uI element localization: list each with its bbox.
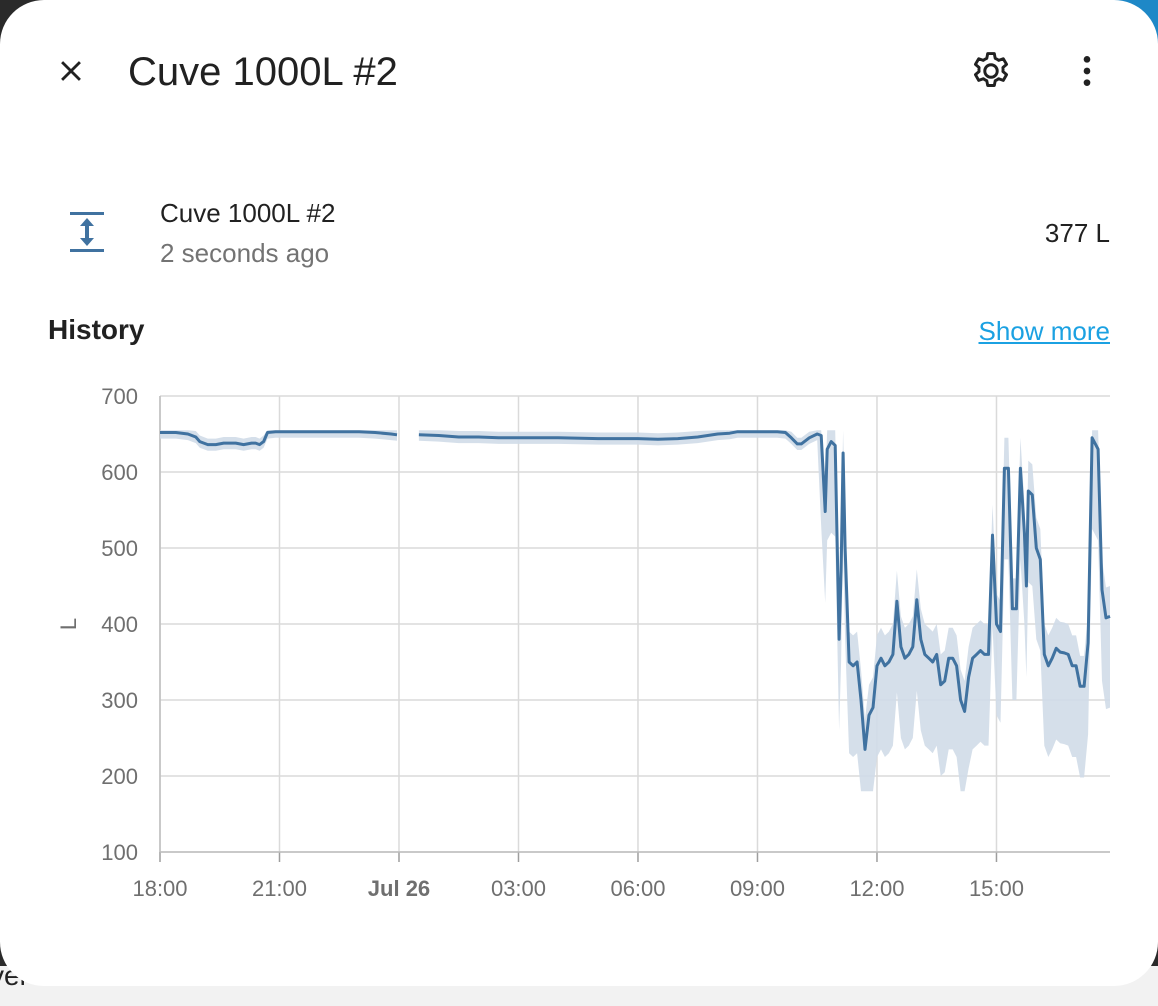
chart-series xyxy=(160,430,1111,751)
show-more-link[interactable]: Show more xyxy=(978,316,1111,346)
y-tick-label: 700 xyxy=(101,384,138,409)
y-tick-label: 100 xyxy=(101,840,138,865)
y-tick-label: 600 xyxy=(101,460,138,485)
x-tick-label: Jul 26 xyxy=(368,876,430,901)
x-tick-label: 12:00 xyxy=(849,876,904,901)
gear-icon xyxy=(973,52,1009,87)
x-tick-label: 06:00 xyxy=(610,876,665,901)
y-axis-ticks: 100 200 300 400 500 600 700 xyxy=(101,384,138,865)
y-tick-label: 200 xyxy=(101,764,138,789)
history-chart[interactable]: 100 200 300 400 500 600 700 18:00 21:00 Jul 26 03… xyxy=(0,380,1158,920)
chart-minmax-band xyxy=(160,430,1110,792)
gauge-vertical-icon xyxy=(70,212,104,252)
x-tick-label: 09:00 xyxy=(730,876,785,901)
x-tick-label: 21:00 xyxy=(252,876,307,901)
y-axis-label: L xyxy=(56,618,81,630)
close-button[interactable] xyxy=(46,46,96,96)
y-tick-label: 500 xyxy=(101,536,138,561)
x-tick-label: 18:00 xyxy=(132,876,187,901)
entity-last-changed: 2 seconds ago xyxy=(160,238,330,268)
entity-row[interactable]: Cuve 1000L #2 2 seconds ago 377 L xyxy=(0,190,1158,280)
history-title: History xyxy=(48,314,145,345)
series-line xyxy=(418,430,1111,751)
chart-grid xyxy=(159,395,1110,862)
y-tick-label: 300 xyxy=(101,688,138,713)
dots-vertical-icon xyxy=(1083,56,1091,86)
minmax-band xyxy=(418,430,1110,792)
x-tick-label: 15:00 xyxy=(969,876,1024,901)
x-tick-label: 03:00 xyxy=(491,876,546,901)
more-options-button[interactable] xyxy=(1062,46,1112,96)
minmax-band xyxy=(160,430,397,451)
x-axis-ticks: 18:00 21:00 Jul 26 03:00 06:00 09:00 12:00 15:0… xyxy=(132,876,1024,901)
entity-name: Cuve 1000L #2 xyxy=(160,198,336,228)
close-icon xyxy=(61,61,81,81)
dialog-title: Cuve 1000L #2 xyxy=(128,50,398,94)
y-tick-label: 400 xyxy=(101,612,138,637)
entity-state: 377 L xyxy=(1044,218,1110,248)
settings-button[interactable] xyxy=(966,46,1016,96)
series-line xyxy=(160,430,398,447)
